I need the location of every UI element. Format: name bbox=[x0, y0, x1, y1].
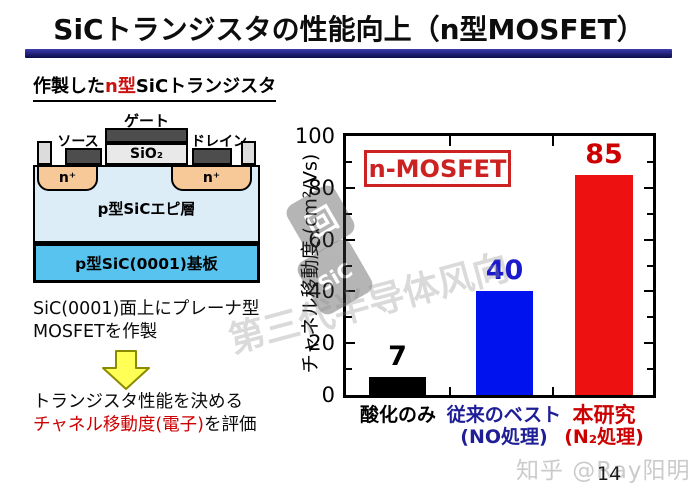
axis-tick bbox=[644, 238, 653, 241]
source-label: ソース bbox=[57, 134, 99, 150]
fabrication-caption-line1: SiC(0001)面上にプレーナ型 bbox=[33, 299, 260, 319]
axis-tick bbox=[552, 136, 554, 146]
down-arrow-icon bbox=[102, 350, 150, 390]
category-label-conventional-best: 従来のベスト (NO処理) bbox=[434, 404, 574, 448]
axis-tick bbox=[346, 342, 355, 345]
axis-tick bbox=[647, 316, 653, 319]
evaluation-caption-red: チャネル移動度(電子) bbox=[33, 415, 204, 435]
evaluation-caption-line1: トランジスタ性能を決める bbox=[33, 392, 243, 412]
axis-tick bbox=[346, 368, 352, 371]
drain-contact bbox=[192, 148, 232, 165]
axis-tick bbox=[346, 290, 355, 293]
bar-group-conventional-best: 40 bbox=[476, 136, 533, 395]
source-contact bbox=[65, 148, 102, 165]
axis-tick bbox=[346, 212, 352, 215]
drain-label: ドレイン bbox=[191, 134, 247, 150]
heading-text-post: SiCトランジスタ bbox=[135, 76, 277, 97]
y-tick-label-40: 40 bbox=[308, 279, 335, 304]
axis-tick bbox=[647, 212, 653, 215]
heading-text: 作製した bbox=[33, 76, 105, 97]
axis-tick bbox=[552, 387, 554, 395]
body-contact-left bbox=[37, 141, 52, 165]
y-tick-label-80: 80 bbox=[308, 175, 335, 200]
plot-inner: n-MOSFET 7 40 85 bbox=[346, 136, 653, 395]
category-line1: 従来のベスト bbox=[446, 404, 562, 426]
bar-group-oxidation-only: 7 bbox=[369, 136, 426, 395]
y-tick-label-0: 0 bbox=[321, 383, 335, 407]
axis-tick bbox=[346, 238, 355, 241]
y-tick-label-20: 20 bbox=[308, 331, 335, 356]
slide-title: SiCトランジスタの性能向上（n型MOSFET） bbox=[53, 13, 645, 46]
category-line2: (N₂処理) bbox=[564, 426, 644, 448]
title-underline-bar bbox=[25, 49, 672, 58]
bar-value-label: 7 bbox=[388, 340, 407, 372]
category-line1: 酸化のみ bbox=[359, 404, 436, 426]
category-line2: (NO処理) bbox=[460, 426, 548, 448]
category-label-this-work: 本研究 (N₂処理) bbox=[534, 404, 674, 448]
y-tick-label-60: 60 bbox=[308, 227, 335, 252]
evaluation-caption-line2: チャネル移動度(電子)を評価 bbox=[33, 414, 256, 437]
gate-electrode bbox=[105, 128, 188, 143]
nplus-region-left: n⁺ bbox=[37, 165, 98, 191]
epi-layer-label: p型SiCエピ層 bbox=[97, 200, 196, 218]
nplus-region-right: n⁺ bbox=[171, 165, 252, 191]
bar-this-work bbox=[575, 174, 633, 395]
category-line1: 本研究 bbox=[572, 403, 636, 427]
fabrication-caption: SiC(0001)面上にプレーナ型 MOSFETを作製 bbox=[33, 298, 259, 344]
axis-tick bbox=[647, 368, 653, 371]
axis-tick bbox=[647, 160, 653, 163]
axis-tick bbox=[346, 186, 355, 189]
bar-value-label: 40 bbox=[485, 255, 524, 287]
evaluation-caption-black: を評価 bbox=[203, 415, 257, 435]
axis-tick bbox=[449, 136, 451, 146]
watermark-credit: 知乎 @Ray阳明 bbox=[516, 458, 691, 484]
evaluation-caption: トランジスタ性能を決める チャネル移動度(電子)を評価 bbox=[33, 391, 256, 437]
axis-tick bbox=[644, 342, 653, 345]
gate-label: ゲート bbox=[123, 112, 169, 130]
page-number: 14 bbox=[597, 463, 622, 485]
y-tick-label-100: 100 bbox=[294, 124, 335, 148]
substrate-layer: p型SiC(0001)基板 bbox=[33, 243, 260, 283]
body-contact-right bbox=[241, 141, 256, 165]
category-label-oxidation-only: 酸化のみ bbox=[328, 404, 468, 426]
bar-chart-plot-area: n-MOSFET 7 40 85 bbox=[343, 133, 656, 398]
device-section-heading: 作製したn型SiCトランジスタ bbox=[33, 72, 277, 102]
bar-group-this-work: 85 bbox=[575, 136, 633, 395]
axis-tick bbox=[346, 160, 352, 163]
axis-tick bbox=[346, 264, 352, 267]
axis-tick bbox=[449, 387, 451, 395]
axis-tick bbox=[346, 316, 352, 319]
axis-tick bbox=[644, 186, 653, 189]
axis-tick bbox=[647, 264, 653, 267]
chart-legend: n-MOSFET bbox=[364, 150, 511, 187]
axis-tick bbox=[644, 290, 653, 293]
bar-value-label: 85 bbox=[585, 138, 623, 170]
fabrication-caption-line2: MOSFETを作製 bbox=[33, 322, 158, 342]
transistor-cross-section-diagram: ゲート ソース ドレイン SiO₂ n⁺ n⁺ p型SiCエピ層 p型SiC(0… bbox=[33, 112, 260, 283]
heading-highlight: n型 bbox=[105, 76, 136, 97]
gate-oxide-box: SiO₂ bbox=[105, 143, 188, 165]
bar-oxidation-only bbox=[369, 376, 426, 395]
bar-conventional-best bbox=[476, 291, 533, 395]
